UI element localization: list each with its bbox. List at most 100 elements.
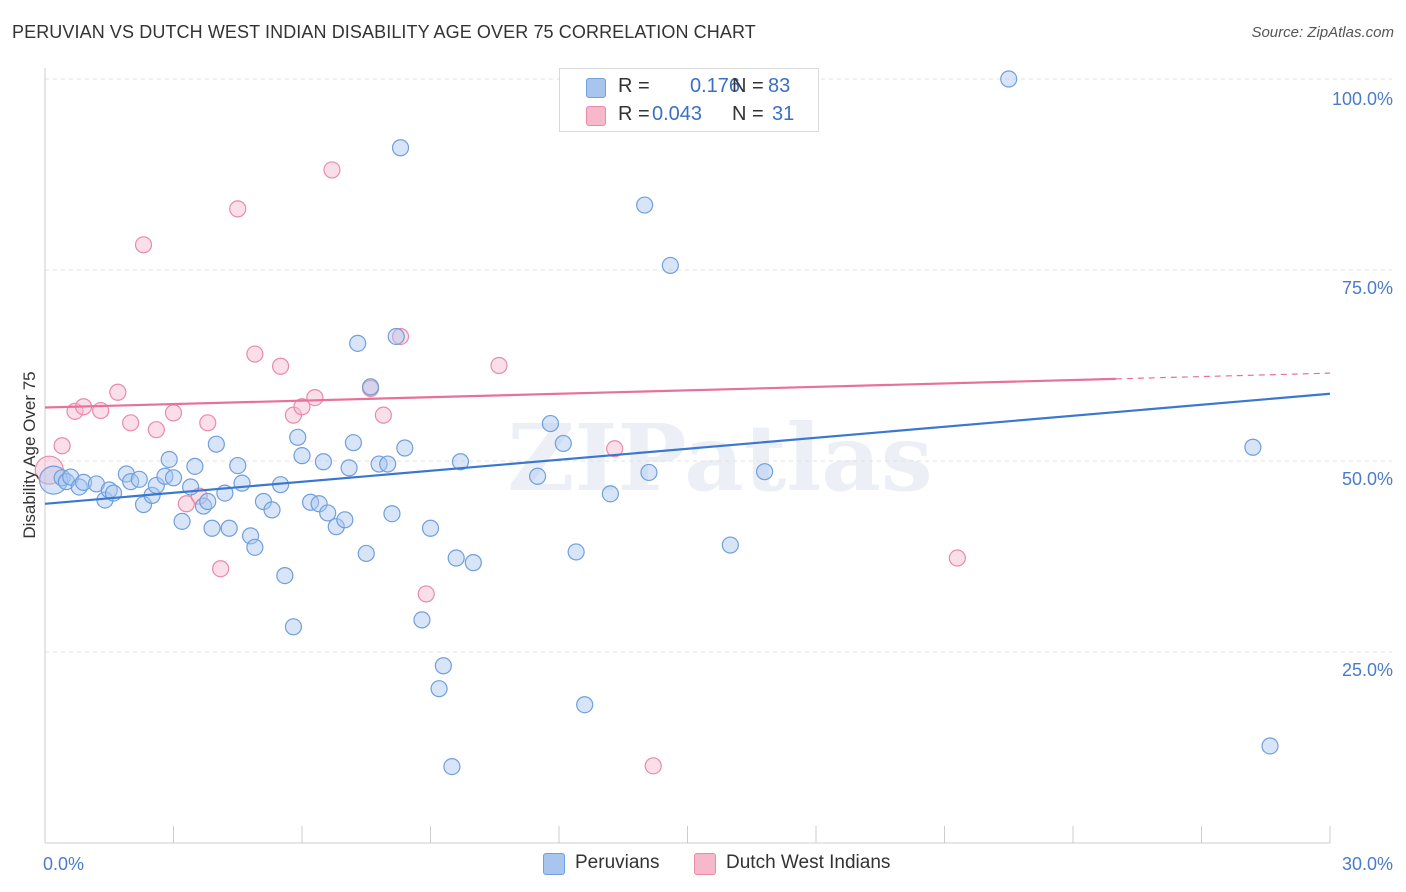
peruvians-point	[301, 493, 320, 511]
peruvians-point	[289, 428, 307, 446]
peruvians-point	[310, 495, 328, 513]
y-tick-label: 50.0%	[1342, 469, 1393, 489]
peruvians-point	[413, 611, 431, 629]
peruvians-point	[199, 492, 217, 511]
dutch-legend-swatch	[694, 853, 716, 875]
n-label: N =	[732, 75, 764, 97]
peruvians-point	[1000, 70, 1018, 88]
legend-row-dutch: R = 0.043 N = 31	[560, 100, 818, 130]
peruvians-point	[430, 680, 448, 698]
peruvians-point	[220, 519, 238, 537]
tick-labels: 25.0% 50.0% 75.0% 100.0% 0.0% 30.0%	[43, 89, 1393, 874]
y-tick-label: 25.0%	[1342, 660, 1393, 680]
source-label: Source: ZipAtlas.com	[1251, 24, 1394, 41]
x-tick-label: 30.0%	[1342, 854, 1393, 874]
dutch-point	[490, 356, 508, 375]
dutch-point	[134, 236, 153, 254]
peruvians-point	[387, 327, 405, 346]
dutch-point	[147, 421, 165, 439]
chart-title: PERUVIAN VS DUTCH WEST INDIAN DISABILITY…	[12, 22, 756, 42]
n-label: N =	[732, 103, 764, 125]
peruvians-point	[203, 519, 221, 537]
peruvians-point	[186, 457, 204, 475]
peruvians-swatch	[586, 78, 606, 98]
peruvians-point	[349, 334, 367, 352]
peruvians-point	[447, 549, 465, 567]
peruvians-point	[276, 566, 294, 585]
dutch-legend-label: Dutch West Indians	[726, 852, 891, 873]
peruvians-point	[344, 434, 362, 452]
n-value: 31	[772, 103, 795, 125]
dutch-point	[199, 414, 217, 432]
dutch-point	[606, 440, 624, 458]
dutch-point	[122, 414, 140, 432]
peruvians-point	[567, 543, 585, 561]
y-tick-label: 100.0%	[1332, 89, 1393, 109]
peruvians-point	[601, 485, 620, 503]
grid-lines	[45, 78, 1392, 653]
dutch-point	[271, 357, 290, 375]
peruvians-point	[528, 467, 547, 485]
peruvians-point	[319, 504, 337, 522]
y-tick-label: 75.0%	[1342, 278, 1393, 298]
peruvians-point	[293, 447, 311, 465]
peruvians-point	[327, 518, 345, 536]
correlation-legend: R = 0.176 N = 83 R = 0.043 N = 31	[559, 68, 819, 132]
peruvians-legend-label: Peruvians	[575, 852, 660, 873]
dutch-point	[293, 398, 311, 416]
dutch-point	[948, 549, 966, 567]
peruvians-point	[233, 474, 251, 492]
peruvians-point	[721, 536, 739, 554]
peruvians-point	[160, 450, 178, 469]
peruvians-point	[263, 501, 281, 519]
dutch-point	[246, 345, 264, 363]
peruvians-point	[74, 473, 93, 491]
dutch-point	[644, 757, 662, 775]
dutch-west-indians-points	[34, 161, 966, 775]
peruvians-point	[383, 505, 401, 523]
dutch-point	[323, 161, 341, 179]
peruvians-point	[357, 544, 375, 563]
dutch-trend-extension	[1115, 372, 1331, 380]
peruvians-point	[164, 469, 183, 487]
dutch-point	[190, 487, 208, 505]
peruvians-point	[340, 459, 358, 477]
peruvians-point	[541, 414, 560, 433]
peruvians-point	[130, 470, 148, 488]
peruvians-point	[314, 453, 333, 471]
n-value: 83	[768, 75, 791, 97]
peruvians-point	[661, 256, 679, 275]
dutch-point	[109, 383, 127, 401]
r-label: R =	[618, 75, 650, 97]
peruvians-point	[755, 463, 774, 481]
r-value: 0.043	[652, 103, 703, 125]
dutch-point	[53, 437, 71, 455]
dutch-point	[417, 585, 435, 603]
peruvians-point	[451, 453, 470, 471]
dutch-point	[306, 388, 324, 407]
dutch-point	[164, 404, 183, 422]
trend-lines	[44, 372, 1331, 505]
peruvians-point	[246, 538, 264, 556]
r-label: R =	[618, 103, 650, 125]
peruvians-point	[434, 657, 452, 675]
peruvians-point	[391, 139, 410, 157]
peruvians-point	[576, 696, 594, 714]
dutch-point	[374, 406, 392, 424]
peruvians-point	[554, 434, 572, 453]
peruvians-point	[443, 757, 461, 776]
axes	[44, 68, 1331, 844]
peruvians-point	[173, 512, 191, 530]
r-value: 0.176	[690, 75, 741, 97]
dutch-point	[212, 560, 230, 578]
x-tick-label: 0.0%	[43, 854, 84, 874]
peruvians-point	[1261, 737, 1279, 755]
peruvians-legend-swatch	[543, 853, 565, 875]
peruvians-point	[1244, 438, 1262, 456]
peruvians-point	[636, 196, 654, 214]
dutch-point	[177, 495, 195, 513]
dutch-swatch	[586, 106, 606, 126]
y-axis-label: Disability Age Over 75	[20, 371, 39, 538]
peruvians-point	[284, 618, 303, 636]
